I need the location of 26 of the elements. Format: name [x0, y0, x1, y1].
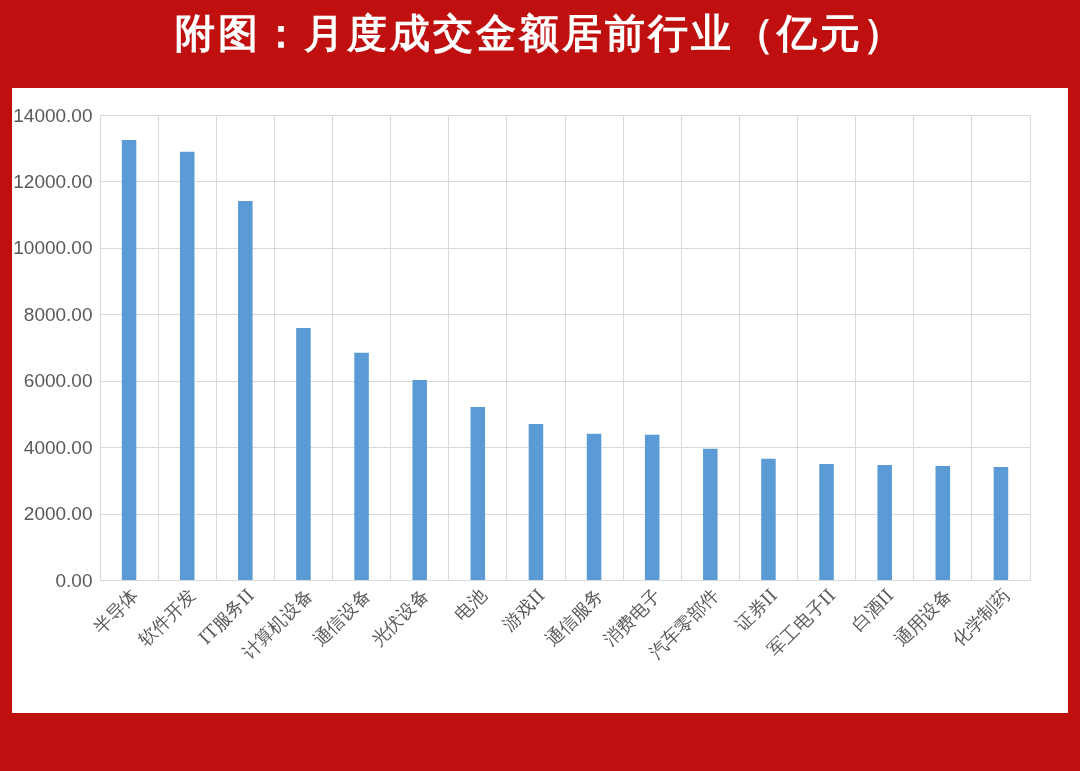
bar: [179, 151, 195, 580]
bar: [877, 465, 892, 580]
y-tick-label: 6000.00: [23, 370, 93, 392]
bar: [644, 434, 660, 580]
bar: [819, 464, 834, 580]
y-tick-label: 8000.00: [23, 303, 93, 325]
y-tick-label: 4000.00: [23, 436, 93, 458]
bar: [586, 433, 602, 580]
bar: [703, 448, 718, 580]
bar: [121, 139, 137, 580]
chart-title: 附图：月度成交金额居前行业（亿元）: [173, 9, 907, 58]
y-tick-label: 0.00: [55, 569, 93, 591]
x-tick-label: 电池: [450, 584, 491, 625]
bar: [761, 458, 776, 580]
bar: [238, 201, 253, 580]
y-tick-label: 14000.00: [13, 104, 93, 126]
bar: [296, 327, 311, 580]
bar: [470, 406, 486, 580]
y-tick-label: 12000.00: [13, 170, 93, 192]
y-tick-label: 10000.00: [13, 237, 93, 259]
bar: [993, 467, 1009, 580]
bar: [935, 466, 951, 580]
bar: [354, 352, 369, 580]
bar: [412, 380, 427, 580]
y-tick-label: 2000.00: [23, 503, 93, 525]
bar: [528, 423, 544, 580]
